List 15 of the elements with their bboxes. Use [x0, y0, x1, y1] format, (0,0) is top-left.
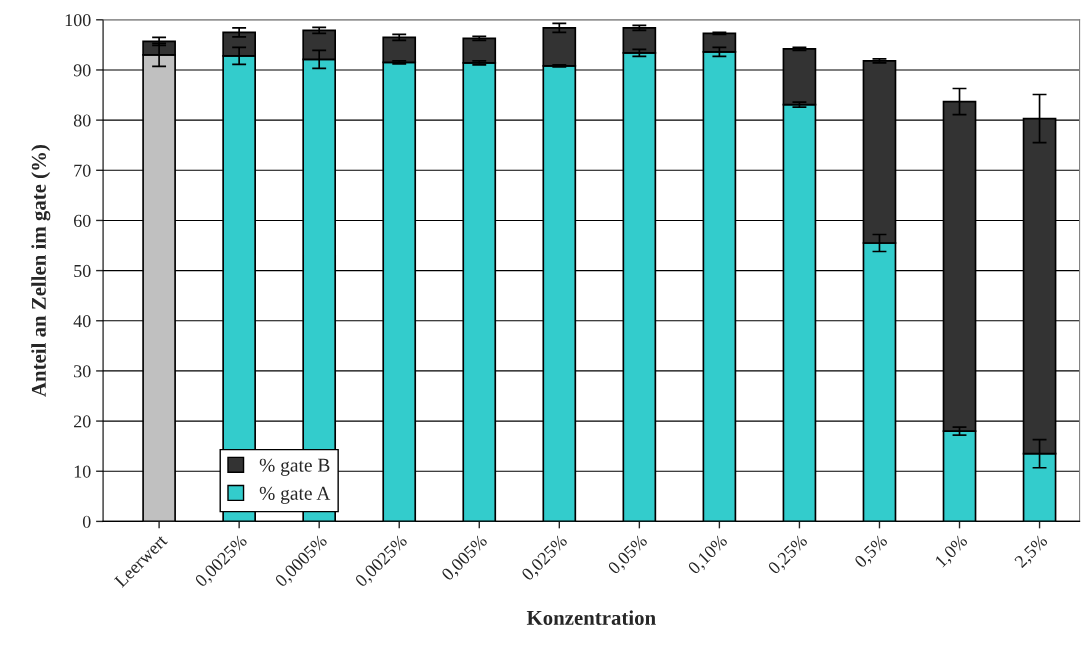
y-tick-label: 100 [65, 14, 91, 27]
y-tick-label: 0 [82, 515, 91, 528]
y-tick-label: 50 [74, 264, 91, 278]
y-tick-label: 80 [73, 114, 91, 127]
x-axis-title: Konzentration [526, 610, 656, 625]
y-tick-label: 70 [74, 164, 91, 177]
y-tick-label: 20 [74, 415, 91, 428]
legend-label: % gate B [259, 458, 330, 476]
y-tick-label: 40 [73, 315, 91, 328]
legend-label: % gate A [259, 486, 331, 504]
y-tick-label: 10 [74, 465, 91, 478]
y-axis-title: Anteil an Zellen im gate (%) [31, 145, 51, 397]
y-tick-label: 90 [73, 64, 91, 77]
y-tick-label: 30 [74, 365, 91, 378]
y-tick-label: 60 [73, 214, 91, 227]
